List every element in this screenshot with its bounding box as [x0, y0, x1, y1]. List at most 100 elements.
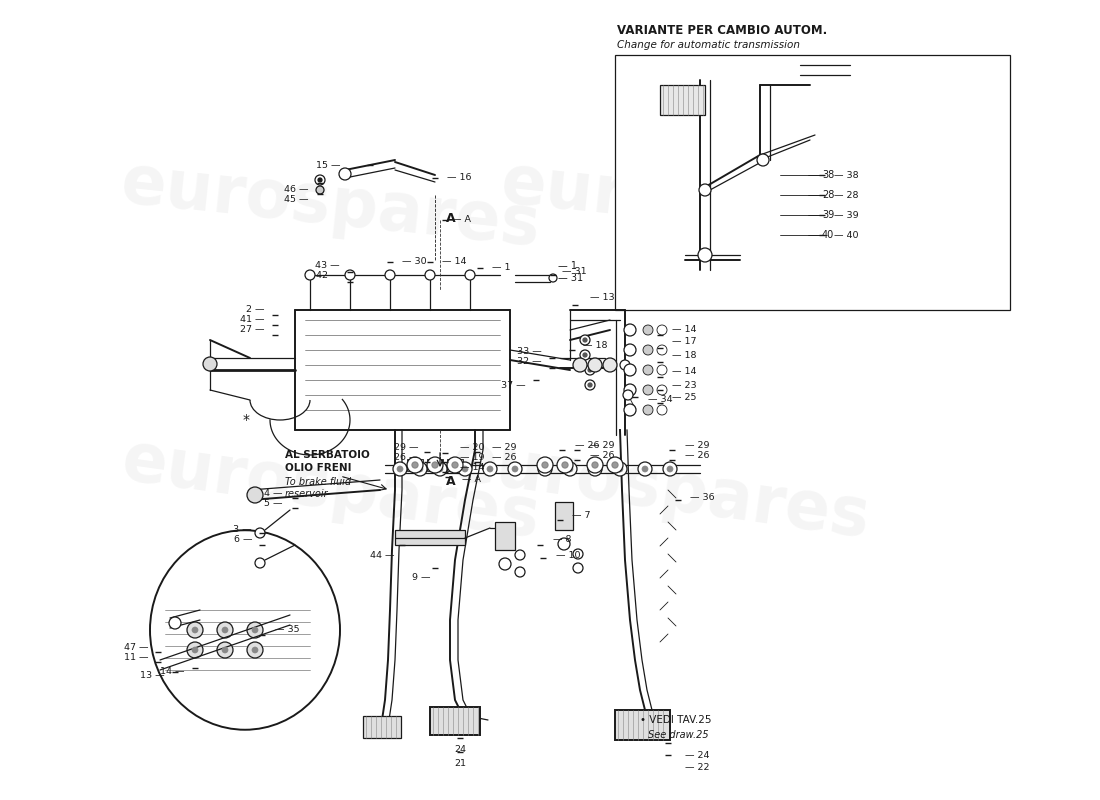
Circle shape: [217, 642, 233, 658]
Circle shape: [252, 627, 258, 633]
Text: 26 —: 26 —: [394, 454, 418, 462]
Text: OLIO FRENI: OLIO FRENI: [285, 463, 352, 473]
Text: 4 —: 4 —: [264, 490, 283, 498]
Circle shape: [393, 462, 407, 476]
Text: — 38: — 38: [834, 170, 859, 179]
Circle shape: [252, 647, 258, 653]
Circle shape: [583, 353, 587, 357]
Circle shape: [515, 567, 525, 577]
Text: eurospares: eurospares: [447, 428, 873, 552]
Circle shape: [458, 462, 472, 476]
Circle shape: [624, 404, 636, 416]
Circle shape: [397, 466, 403, 472]
Text: 44 —: 44 —: [370, 551, 394, 561]
Circle shape: [585, 365, 595, 375]
Circle shape: [315, 175, 324, 185]
Text: — 26: — 26: [685, 450, 710, 459]
Circle shape: [624, 344, 636, 356]
Circle shape: [192, 627, 198, 633]
Circle shape: [624, 384, 636, 396]
Circle shape: [447, 457, 463, 473]
Bar: [447, 459, 463, 471]
Text: 5 —: 5 —: [264, 499, 283, 509]
Ellipse shape: [150, 530, 340, 730]
Circle shape: [667, 466, 673, 472]
Text: — 30: — 30: [402, 258, 427, 266]
Text: 38: 38: [822, 170, 834, 180]
Text: — 28: — 28: [834, 190, 858, 199]
Text: — 31: — 31: [562, 267, 586, 277]
Circle shape: [588, 462, 602, 476]
Circle shape: [412, 462, 418, 468]
Text: — 14: — 14: [442, 258, 466, 266]
Circle shape: [585, 380, 595, 390]
Circle shape: [465, 270, 475, 280]
Text: 29 —: 29 —: [394, 442, 418, 451]
Text: — 19: — 19: [460, 454, 484, 462]
Circle shape: [248, 622, 263, 638]
Circle shape: [657, 405, 667, 415]
Circle shape: [588, 358, 602, 372]
Text: reservoir: reservoir: [285, 489, 329, 499]
Text: 3 —: 3 —: [233, 526, 252, 534]
Circle shape: [192, 647, 198, 653]
Text: 37 —: 37 —: [502, 381, 526, 390]
Circle shape: [698, 248, 712, 262]
Text: AL SERBATOIO: AL SERBATOIO: [285, 450, 370, 460]
Text: 28: 28: [822, 190, 835, 200]
Bar: [495, 522, 515, 550]
Circle shape: [255, 558, 265, 568]
Text: eurospares: eurospares: [117, 428, 543, 552]
Circle shape: [663, 462, 676, 476]
Text: — 36: — 36: [690, 493, 715, 502]
Text: A: A: [446, 475, 455, 488]
Text: • VEDI TAV.25: • VEDI TAV.25: [640, 715, 712, 725]
Text: 43 —: 43 —: [316, 261, 340, 270]
Circle shape: [588, 383, 592, 387]
Circle shape: [613, 462, 627, 476]
Text: — 17: — 17: [672, 338, 696, 346]
Text: — 14: — 14: [672, 326, 696, 334]
Circle shape: [255, 528, 265, 538]
Circle shape: [558, 538, 570, 550]
Circle shape: [592, 466, 598, 472]
Text: — 20: — 20: [460, 443, 484, 453]
Circle shape: [487, 466, 493, 472]
Text: 13 —: 13 —: [141, 671, 165, 681]
Circle shape: [580, 335, 590, 345]
Circle shape: [187, 622, 204, 638]
Circle shape: [557, 457, 573, 473]
Bar: [660, 85, 705, 115]
Circle shape: [515, 550, 525, 560]
Circle shape: [562, 462, 568, 468]
Text: To brake fluid: To brake fluid: [285, 477, 351, 487]
Bar: [427, 459, 443, 471]
Circle shape: [583, 338, 587, 342]
Text: eurospares: eurospares: [117, 150, 543, 260]
Circle shape: [549, 274, 557, 282]
Text: — 13: — 13: [590, 294, 615, 302]
Circle shape: [508, 462, 522, 476]
Text: — 26: — 26: [492, 454, 517, 462]
Circle shape: [345, 270, 355, 280]
Text: — 18: — 18: [583, 341, 607, 350]
Circle shape: [644, 325, 653, 335]
Circle shape: [417, 466, 424, 472]
Circle shape: [644, 385, 653, 395]
Circle shape: [217, 622, 233, 638]
Text: — 22: — 22: [685, 762, 710, 771]
Circle shape: [588, 368, 592, 372]
Text: — 14: — 14: [672, 367, 696, 377]
Circle shape: [248, 487, 263, 503]
Circle shape: [462, 466, 468, 472]
Circle shape: [638, 462, 652, 476]
Text: 14 —: 14 —: [161, 667, 185, 677]
Text: 46 —: 46 —: [284, 186, 308, 194]
Circle shape: [698, 184, 711, 196]
Circle shape: [437, 466, 443, 472]
Circle shape: [573, 358, 587, 372]
Circle shape: [603, 358, 617, 372]
Circle shape: [592, 462, 598, 468]
Text: 15 —: 15 —: [316, 161, 340, 170]
Text: — 29: — 29: [492, 442, 517, 451]
